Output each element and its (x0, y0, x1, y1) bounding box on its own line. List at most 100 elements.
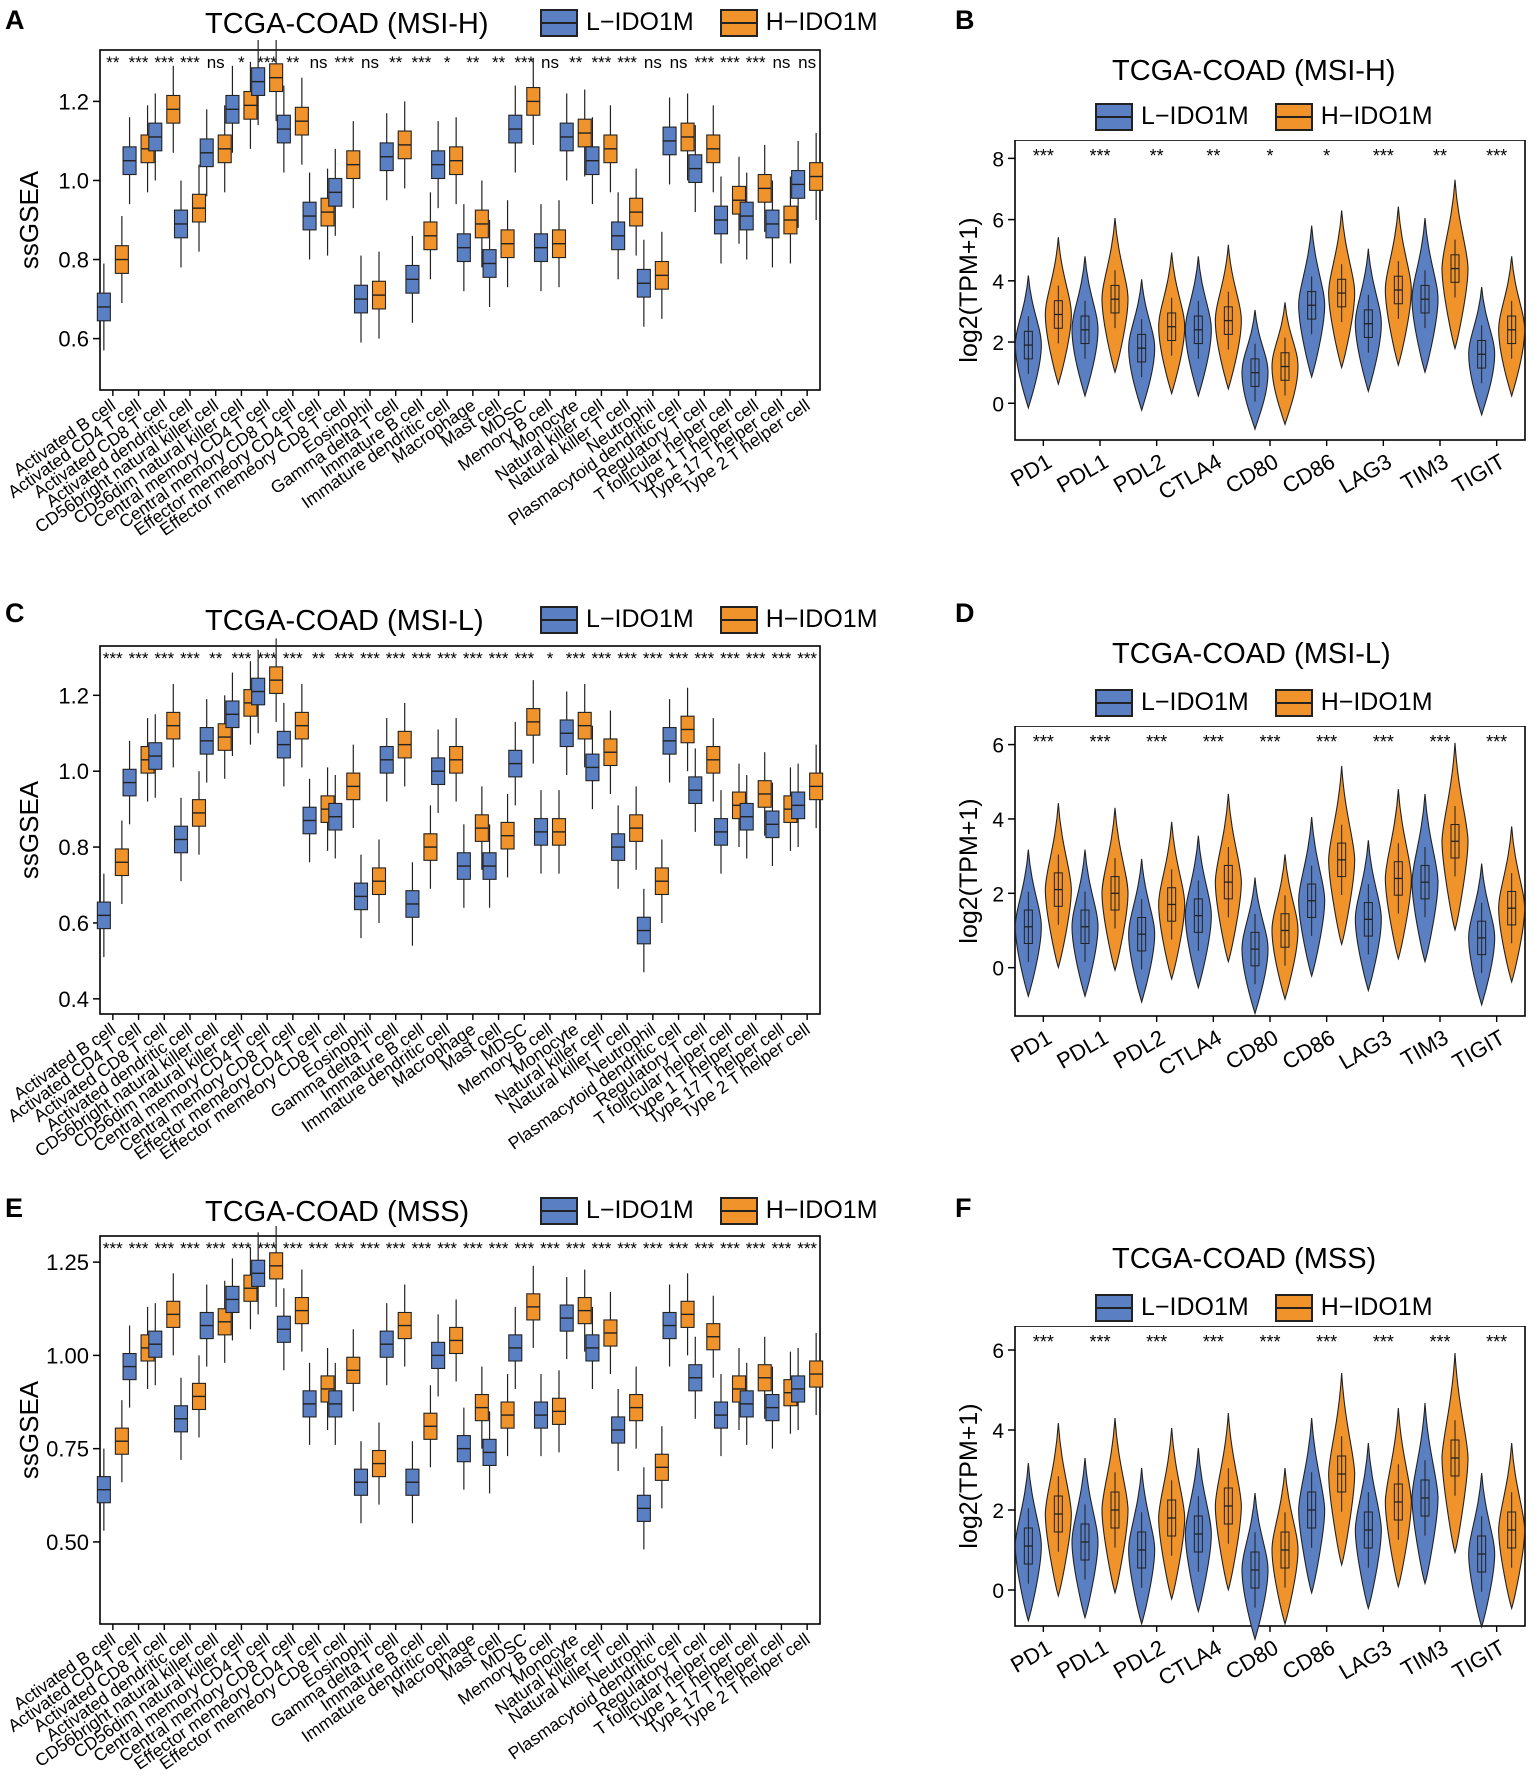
y-tick-label: 4 (992, 809, 1004, 832)
y-axis-label: ssGSEA (14, 1380, 44, 1479)
signif-label: *** (1486, 732, 1507, 752)
panel-letter: E (5, 1193, 24, 1223)
y-tick-label: 0.4 (58, 987, 89, 1012)
y-axis-label: ssGSEA (14, 170, 44, 269)
legend-label-high: H−IDO1M (765, 1196, 878, 1224)
legend-label-low: L−IDO1M (1141, 688, 1249, 716)
y-tick-label: 0.6 (58, 327, 89, 352)
signif-label: *** (720, 1239, 740, 1258)
signif-label: ** (106, 53, 120, 72)
plot-frame (99, 1235, 821, 1625)
signif-label: *** (463, 1239, 483, 1258)
signif-label: * (444, 53, 451, 72)
legend-swatch-high (719, 1196, 758, 1225)
signif-label: *** (1033, 1332, 1054, 1352)
x-tick-label: LAG3 (1335, 1025, 1396, 1075)
legend-label-high: H−IDO1M (765, 605, 878, 633)
legend-swatch-low (540, 605, 578, 634)
x-tick-label: CD86 (1278, 1635, 1339, 1685)
signif-label: *** (1259, 732, 1280, 752)
x-tick-label: CD80 (1221, 1025, 1282, 1075)
signif-label: *** (180, 1239, 200, 1258)
signif-label: *** (283, 649, 303, 668)
signif-label: ns (541, 53, 559, 72)
x-tick-label: CD86 (1278, 449, 1339, 499)
x-tick-label: PDL1 (1052, 449, 1112, 498)
y-axis-label: log2(TPM+1) (955, 798, 983, 943)
signif-label: *** (103, 649, 123, 668)
legend-swatch-low (1095, 102, 1133, 131)
signif-label: * (238, 53, 245, 72)
signif-label: *** (1316, 1332, 1337, 1352)
y-tick-label: 0 (992, 958, 1004, 981)
panel-letter: B (955, 5, 975, 35)
signif-label: ** (286, 53, 300, 72)
x-tick-label: PD1 (1006, 449, 1056, 492)
signif-label: *** (566, 649, 586, 668)
legend-label-low: L−IDO1M (586, 1196, 694, 1224)
signif-label: *** (1486, 1332, 1507, 1352)
y-tick-label: 0.8 (58, 248, 89, 273)
signif-label: ns (207, 53, 225, 72)
signif-label: * (1323, 146, 1330, 166)
x-tick-label: CTLA4 (1154, 1025, 1226, 1081)
y-tick-label: 6 (992, 735, 1004, 758)
y-axis-label: ssGSEA (14, 780, 44, 879)
y-tick-label: 1.25 (46, 1250, 89, 1275)
signif-label: *** (334, 1239, 354, 1258)
signif-label: *** (489, 1239, 509, 1258)
signif-label: *** (617, 53, 637, 72)
y-tick-label: 6 (992, 1340, 1004, 1363)
signif-label: *** (411, 649, 431, 668)
legend-label-low: L−IDO1M (1141, 1293, 1249, 1321)
x-tick-label: CD86 (1278, 1025, 1339, 1075)
y-tick-label: 0.6 (58, 911, 89, 936)
y-tick-label: 1.0 (58, 168, 89, 193)
signif-label: * (1266, 146, 1273, 166)
signif-label: *** (411, 1239, 431, 1258)
y-tick-label: 2 (992, 332, 1004, 355)
y-tick-label: 4 (992, 271, 1004, 294)
signif-label: *** (154, 53, 174, 72)
y-tick-label: 4 (992, 1420, 1004, 1443)
x-tick-label: CTLA4 (1154, 449, 1226, 505)
legend-swatch-high (719, 605, 758, 634)
signif-label: *** (1373, 1332, 1394, 1352)
panel-title: TCGA-COAD (MSS) (205, 1196, 470, 1228)
signif-label: * (547, 649, 554, 668)
plot-frame (99, 49, 821, 391)
panel-letter: A (5, 5, 25, 35)
y-tick-label: 2 (992, 1500, 1004, 1523)
signif-label: *** (746, 53, 766, 72)
signif-label: *** (257, 649, 277, 668)
x-tick-label: TIGIT (1448, 1025, 1509, 1075)
signif-label: *** (617, 649, 637, 668)
panel-title: TCGA-COAD (MSI-H) (205, 8, 489, 40)
y-tick-label: 8 (992, 148, 1004, 171)
y-tick-label: 0.8 (58, 835, 89, 860)
signif-label: ** (466, 53, 480, 72)
plot-frame (99, 645, 821, 1015)
signif-label: *** (129, 1239, 149, 1258)
x-tick-label: TIGIT (1448, 449, 1509, 499)
signif-label: *** (206, 1239, 226, 1258)
x-tick-label: CTLA4 (1154, 1635, 1226, 1691)
legend: L−IDO1M H−IDO1M (1095, 688, 1449, 717)
signif-label: *** (1486, 146, 1507, 166)
signif-label: ns (772, 53, 790, 72)
x-tick-label: TIM3 (1397, 1025, 1453, 1072)
x-tick-label: PDL1 (1052, 1635, 1112, 1684)
y-tick-label: 0.75 (46, 1437, 89, 1462)
panel-title: TCGA-COAD (MSI-H) (1112, 55, 1396, 87)
legend-label-high: H−IDO1M (765, 8, 878, 36)
x-tick-label: CD80 (1221, 1635, 1282, 1685)
x-tick-label: PD1 (1006, 1025, 1056, 1068)
x-tick-label: LAG3 (1335, 449, 1396, 499)
signif-label: ** (492, 53, 506, 72)
signif-label: *** (1203, 732, 1224, 752)
signif-label: ns (798, 53, 816, 72)
signif-label: ** (1433, 146, 1447, 166)
